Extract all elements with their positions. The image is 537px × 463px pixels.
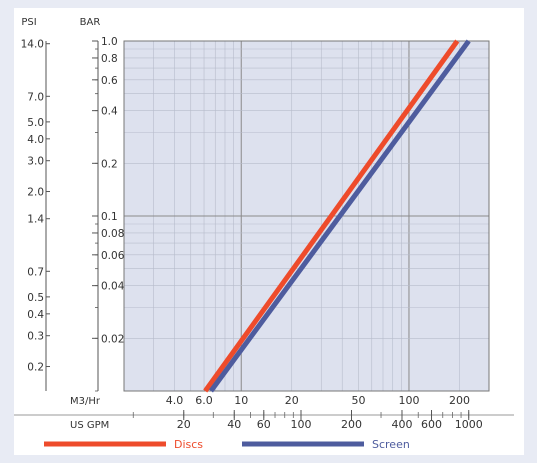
m3-tick-label: 200: [449, 394, 470, 407]
bar-tick-label: 0.02: [101, 333, 124, 345]
bar-tick-label: 0.1: [101, 211, 118, 223]
bar-tick-label: 0.2: [101, 158, 118, 170]
psi-tick-label: 1.4: [27, 214, 44, 226]
pressure-flow-chart: PSI BAR 14.0 7.0 5.0 4.0 3.0 2.0 1.4 0.7 0.5 0.4 0…: [14, 17, 514, 451]
gpm-tick-label: 400: [391, 418, 412, 431]
legend-label-discs: Discs: [174, 438, 203, 451]
series-lines: [203, 39, 471, 393]
psi-tick-label: 0.5: [27, 292, 44, 304]
psi-tick-label: 0.2: [27, 362, 44, 374]
psi-tick-label: 0.4: [27, 309, 44, 321]
series-line-screen: [208, 39, 471, 393]
bar-axis-label: BAR: [80, 17, 101, 28]
m3-tick-label: 4.0: [166, 394, 184, 407]
m3-axis: 4.0 6.0 10 20 50 100 200: [166, 394, 470, 407]
bar-tick-label: 0.04: [101, 281, 125, 293]
bar-tick-label: 0.6: [101, 75, 118, 87]
psi-tick-label: 0.7: [27, 266, 44, 278]
gpm-tick-label: 1000: [455, 418, 483, 431]
bar-tick-label: 0.4: [101, 106, 118, 118]
gpm-tick-label: 20: [177, 418, 191, 431]
series-line-discs: [203, 39, 460, 393]
psi-tick-label: 5.0: [27, 117, 44, 129]
bar-tick-label: 0.08: [101, 228, 124, 240]
gpm-tick-label: 600: [421, 418, 442, 431]
bar-axis: 1.0 0.8 0.6 0.4 0.2 0.1 0.08 0.06 0.04 0.02: [92, 36, 125, 392]
legend-label-screen: Screen: [372, 438, 410, 451]
grid: [123, 41, 490, 392]
gpm-axis-label: US GPM: [70, 420, 109, 431]
m3-tick-label: 50: [351, 394, 365, 407]
psi-tick-label: 3.0: [27, 156, 44, 168]
gpm-axis: 20 40 60 100 200 400 600 1000: [132, 410, 483, 431]
psi-tick-label: 7.0: [27, 91, 44, 103]
gpm-tick-label: 60: [257, 418, 271, 431]
gpm-tick-label: 200: [341, 418, 362, 431]
psi-tick-label: 0.3: [27, 331, 44, 343]
bar-tick-label: 1.0: [101, 36, 118, 48]
psi-tick-label: 2.0: [27, 187, 44, 199]
psi-tick-label: 14.0: [21, 39, 44, 51]
m3-tick-label: 20: [285, 394, 299, 407]
bar-tick-label: 0.8: [101, 53, 118, 65]
m3-tick-label: 100: [398, 394, 419, 407]
gpm-tick-label: 100: [290, 418, 311, 431]
m3-axis-label: M3/Hr: [70, 396, 101, 407]
plot-border: [123, 40, 490, 392]
psi-axis-label: PSI: [21, 17, 36, 28]
m3-tick-label: 10: [234, 394, 248, 407]
m3-tick-label: 6.0: [195, 394, 213, 407]
psi-axis: 14.0 7.0 5.0 4.0 3.0 2.0 1.4 0.7 0.5 0.4 0.3 0.2: [21, 39, 50, 391]
bar-tick-label: 0.06: [101, 250, 125, 262]
chart-card: PSI BAR 14.0 7.0 5.0 4.0 3.0 2.0 1.4 0.7 0.5 0.4 0…: [14, 8, 524, 455]
psi-tick-label: 4.0: [27, 134, 44, 146]
gpm-tick-label: 40: [227, 418, 241, 431]
legend: Discs Screen: [44, 438, 410, 451]
